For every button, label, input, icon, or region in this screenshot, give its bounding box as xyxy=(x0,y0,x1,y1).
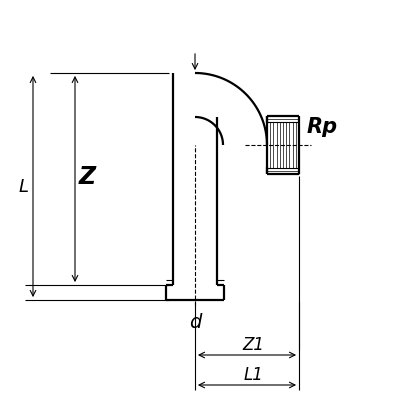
Text: L: L xyxy=(19,178,29,196)
Text: d: d xyxy=(189,312,201,332)
Text: L1: L1 xyxy=(243,366,263,384)
Text: Rp: Rp xyxy=(307,117,338,137)
Text: Z1: Z1 xyxy=(242,336,264,354)
Text: Z: Z xyxy=(78,165,96,189)
